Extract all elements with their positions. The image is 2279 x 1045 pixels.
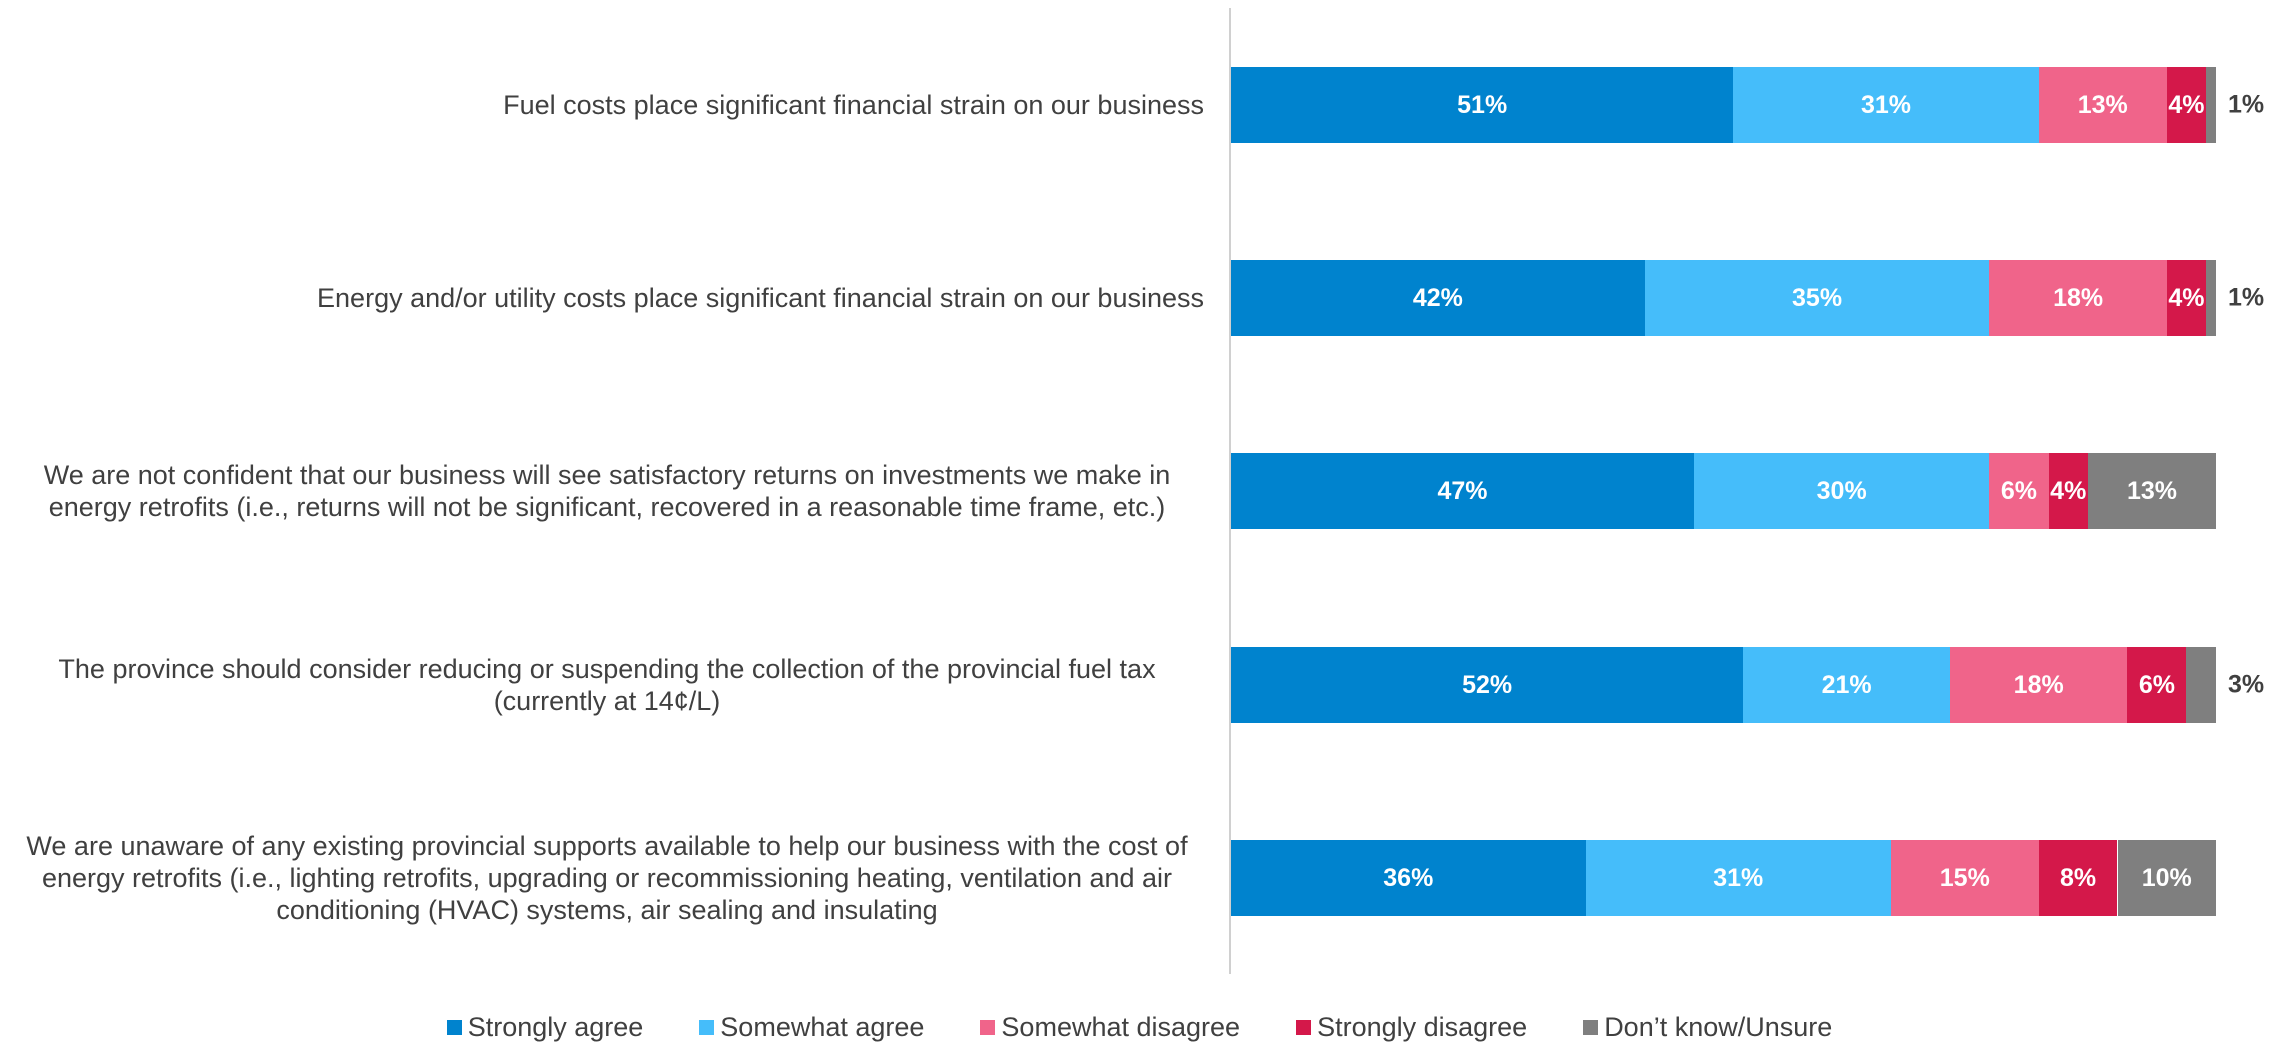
legend-item: Strongly agree (446, 1012, 644, 1043)
legend-item: Don’t know/Unsure (1583, 1012, 1832, 1043)
bar-segment (2206, 260, 2216, 336)
data-label: 42% (1412, 283, 1463, 312)
legend-swatch (446, 1020, 462, 1035)
bar-segment: 31% (1733, 67, 2039, 143)
legend-label: Strongly disagree (1317, 1012, 1528, 1042)
data-label: 52% (1462, 670, 1513, 699)
legend-label: Somewhat agree (720, 1012, 925, 1042)
bar-segment: 15% (1890, 840, 2039, 916)
data-label: 36% (1383, 863, 1434, 892)
bar-segment: 4% (2048, 453, 2088, 529)
bar-segment: 42% (1231, 260, 1645, 336)
bar-segment: 52% (1231, 647, 1744, 723)
legend-swatch (980, 1020, 996, 1035)
bar-segment: 10% (2117, 840, 2216, 916)
bar-segment: 31% (1585, 840, 1891, 916)
data-label: 21% (1821, 670, 1872, 699)
legend-swatch (1296, 1020, 1312, 1035)
data-label: 8% (2060, 863, 2097, 892)
data-label: 18% (2053, 283, 2104, 312)
bar-segment (2206, 67, 2216, 143)
legend-item: Somewhat agree (699, 1012, 924, 1043)
bar-segment: 6% (2127, 647, 2187, 723)
category-label: Energy and/or utility costs place signif… (317, 283, 1204, 313)
data-label: 4% (2168, 283, 2205, 312)
bar-segment: 4% (2166, 260, 2207, 336)
category-label: We are unaware of any existing provincia… (26, 831, 1188, 925)
bar-segment: 36% (1231, 840, 1586, 916)
bar-segment: 13% (2087, 453, 2216, 529)
data-label: 51% (1457, 90, 1508, 119)
category-label: Fuel costs place significant financial s… (503, 90, 1204, 120)
data-label: 47% (1437, 476, 1488, 505)
legend-label: Somewhat disagree (1001, 1012, 1241, 1042)
data-label: 31% (1860, 90, 1912, 119)
data-label: 10% (2141, 863, 2192, 892)
data-label: 6% (2000, 476, 2038, 505)
bar-segment: 4% (2166, 67, 2207, 143)
data-label: 4% (2050, 476, 2087, 505)
data-label: 35% (1792, 283, 1843, 312)
category-label: We are not confident that our business w… (43, 460, 1171, 522)
bar-segment: 8% (2038, 840, 2118, 916)
bar-segment: 30% (1693, 453, 1990, 529)
bar-segment: 21% (1743, 647, 1951, 723)
legend-item: Somewhat disagree (980, 1012, 1240, 1043)
category-label: The province should consider reducing or… (58, 654, 1156, 716)
bar-segment: 18% (1989, 260, 2167, 336)
data-label: 13% (2126, 476, 2177, 505)
data-label: 15% (1939, 863, 1990, 892)
legend-label: Don’t know/Unsure (1604, 1012, 1833, 1042)
data-label: 30% (1816, 476, 1867, 505)
axis-line (1229, 8, 1231, 974)
legend-label: Strongly agree (467, 1012, 644, 1042)
bar-segment: 18% (1950, 647, 2128, 723)
data-label: 3% (2228, 670, 2265, 699)
legend-swatch (1583, 1020, 1599, 1035)
data-label: 1% (2228, 283, 2265, 312)
data-label: 6% (2138, 670, 2175, 699)
bar-segment: 51% (1231, 67, 1734, 143)
bar-segment: 35% (1644, 260, 1990, 336)
legend-item: Strongly disagree (1296, 1012, 1527, 1043)
bar-segment (2186, 647, 2216, 723)
data-label: 18% (2013, 670, 2064, 699)
bar-segment: 6% (1989, 453, 2049, 529)
legend: Strongly agree Somewhat agree Somewhat dis… (0, 1012, 2279, 1043)
data-label: 1% (2228, 90, 2265, 119)
bar-segment: 47% (1231, 453, 1694, 529)
data-label: 4% (2168, 90, 2205, 119)
data-label: 31% (1713, 863, 1764, 892)
legend-swatch (699, 1020, 715, 1035)
bar-segment: 13% (2038, 67, 2167, 143)
data-label: 13% (2077, 90, 2128, 119)
